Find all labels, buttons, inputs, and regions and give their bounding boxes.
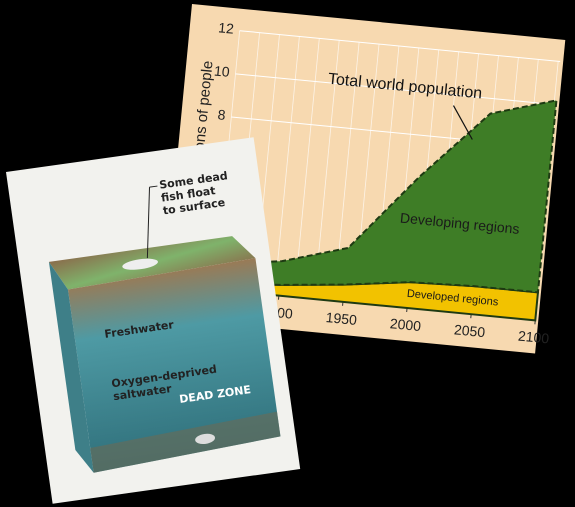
area bbox=[213, 281, 540, 322]
y-tick-label: 12 bbox=[218, 19, 235, 36]
dead-fish bbox=[122, 258, 158, 270]
grid-line bbox=[235, 73, 557, 106]
callout-line bbox=[146, 187, 151, 259]
annotation-arrow bbox=[452, 105, 473, 140]
water-column bbox=[67, 258, 281, 473]
x-tick-label: 2100 bbox=[517, 328, 550, 347]
side-face bbox=[48, 261, 94, 473]
diagram-photo: Some deadfish floatto surface Freshwater… bbox=[6, 137, 301, 504]
y-tick-label: 10 bbox=[213, 63, 230, 80]
callout-line bbox=[149, 185, 158, 188]
grid-line bbox=[239, 30, 561, 63]
x-tick-label: 2050 bbox=[453, 321, 486, 340]
y-tick-label: 8 bbox=[217, 106, 226, 123]
area bbox=[214, 99, 558, 294]
shell bbox=[195, 433, 216, 445]
x-tick-label: 2000 bbox=[389, 315, 422, 334]
x-tick-label: 1950 bbox=[325, 309, 358, 328]
seabed bbox=[90, 411, 281, 473]
